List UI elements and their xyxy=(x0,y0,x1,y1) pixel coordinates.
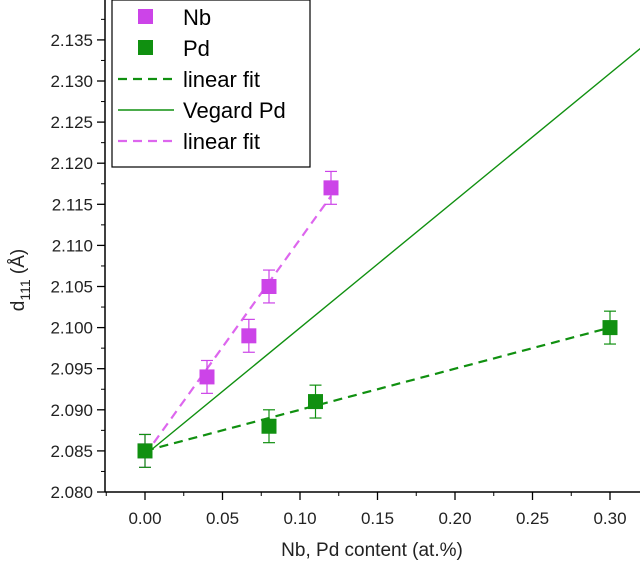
data-point-nb xyxy=(261,279,277,294)
data-point-pd xyxy=(261,418,277,434)
y-tick-label: 2.120 xyxy=(50,154,93,173)
x-tick-label: 0.15 xyxy=(361,509,394,528)
axes: 0.00 0.05 0.10 0.15 0.20 0.25 0.30 2.080 2.085 2.… xyxy=(50,0,640,528)
y-tick-label: 2.085 xyxy=(50,442,93,461)
legend-marker xyxy=(138,40,153,55)
y-tick-label: 2.080 xyxy=(50,483,93,502)
data-point-nb xyxy=(199,369,215,385)
legend-label: Nb xyxy=(183,5,211,30)
data-point-pd xyxy=(602,320,618,336)
legend-box xyxy=(111,0,311,168)
x-tick-label: 0.10 xyxy=(283,509,316,528)
data-point-pd xyxy=(137,443,153,459)
y-tick-label: 2.135 xyxy=(50,31,93,50)
x-axis-title: Nb, Pd content (at.%) xyxy=(281,540,463,561)
y-tick-label: 2.115 xyxy=(52,195,93,214)
x-tick-label: 0.25 xyxy=(516,509,549,528)
data-point-nb xyxy=(323,180,339,196)
y-tick-label: 2.125 xyxy=(50,113,93,132)
legend: Nb Pd linear fit Vegard Pd linear fit xyxy=(111,0,311,168)
x-tick-label: 0.20 xyxy=(438,509,471,528)
y-tick-label: 2.100 xyxy=(50,319,93,338)
x-tick-label: 0.00 xyxy=(128,509,161,528)
x-tick-label: 0.05 xyxy=(206,509,239,528)
y-tick-label: 2.110 xyxy=(52,236,93,255)
y-tick-label: 2.090 xyxy=(50,401,93,420)
legend-label: Pd xyxy=(183,36,210,61)
legend-label: linear fit xyxy=(183,67,260,92)
x-tick-label: 0.30 xyxy=(593,509,626,528)
legend-marker xyxy=(138,9,153,24)
data-point-nb xyxy=(241,328,257,344)
series-layer xyxy=(137,47,640,468)
y-tick-label: 2.095 xyxy=(50,360,93,379)
series-line-2 xyxy=(144,326,611,452)
series-line-3 xyxy=(144,47,640,456)
y-tick-label: 2.130 xyxy=(50,72,93,91)
legend-label: Vegard Pd xyxy=(183,98,286,123)
series-line-4 xyxy=(144,195,332,456)
y-tick-label: 2.105 xyxy=(50,278,93,297)
legend-label: linear fit xyxy=(183,129,260,154)
y-axis-title: d111 (Å) xyxy=(8,249,33,311)
data-point-pd xyxy=(308,394,323,410)
